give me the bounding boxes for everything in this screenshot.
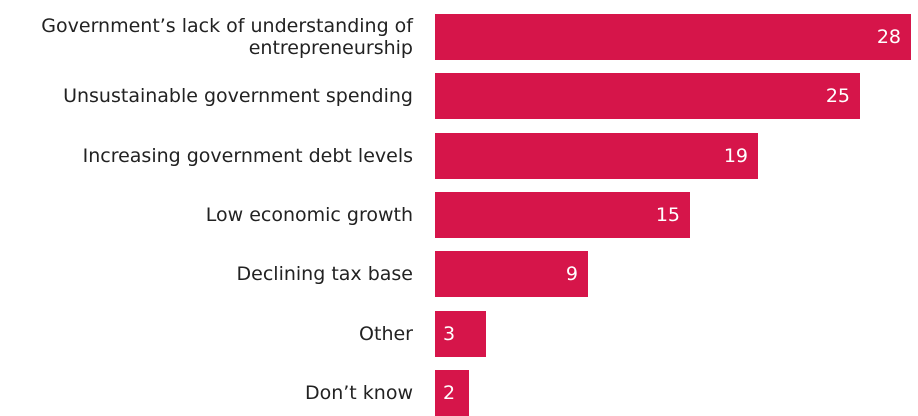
category-label: Increasing government debt levels	[82, 144, 413, 167]
bar-value-label: 25	[825, 85, 850, 108]
category-label: Government’s lack of understanding of en…	[41, 15, 413, 59]
bar-value-label: 15	[655, 203, 680, 226]
bar: 25	[435, 73, 860, 120]
category-label: Low economic growth	[205, 203, 413, 226]
bar: 3	[435, 310, 486, 357]
category-label: Other	[359, 322, 413, 345]
bar: 19	[435, 132, 758, 179]
bar-value-label: 28	[876, 26, 901, 48]
bar-value-label: 3	[443, 322, 456, 345]
bar: 15	[435, 191, 690, 238]
bar-value-label: 19	[723, 144, 748, 167]
category-label: Unsustainable government spending	[63, 85, 413, 108]
bar: 28	[435, 14, 911, 60]
bar-value-label: 9	[565, 263, 578, 286]
category-label: Don’t know	[304, 381, 413, 404]
bar: 9	[435, 251, 588, 298]
category-label: Declining tax base	[236, 263, 413, 286]
bar: 2	[435, 369, 469, 416]
bar-value-label: 2	[443, 381, 456, 404]
